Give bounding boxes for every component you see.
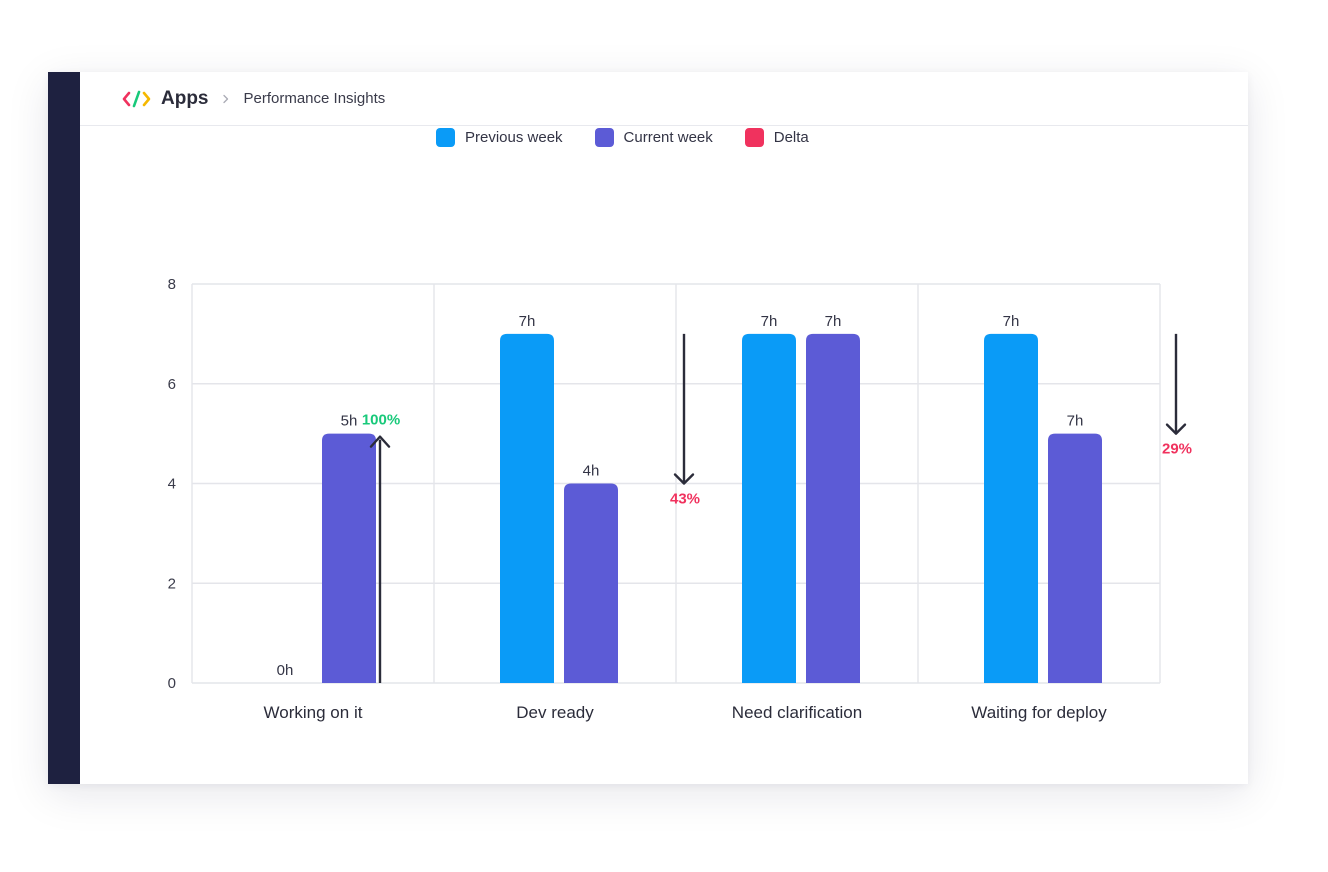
legend-swatch-delta [744, 128, 764, 147]
legend-swatch-previous [436, 128, 455, 147]
code-logo-icon [122, 90, 152, 108]
top-bar: Apps Performance Insights [80, 72, 1248, 126]
bar-current-week [1048, 433, 1102, 683]
y-tick-label: 4 [168, 476, 176, 493]
y-tick-label: 6 [168, 376, 176, 393]
legend-label: Previous week [465, 129, 563, 146]
y-tick-label: 8 [168, 276, 176, 293]
bar-previous-week [500, 333, 554, 683]
delta-arrow-head [369, 435, 391, 448]
legend-label: Current week [623, 129, 713, 146]
data-label-previous-week: 0h [277, 662, 294, 679]
legend-label: Delta [773, 129, 809, 146]
delta-label: 100% [362, 412, 400, 429]
data-label-current-week: 7h [1067, 413, 1084, 430]
bar-previous-week [742, 333, 796, 683]
bar-current-week [564, 483, 618, 683]
y-tick-label: 2 [168, 575, 176, 592]
x-category-label: Working on it [264, 703, 363, 722]
legend-item-delta[interactable]: Delta [744, 128, 809, 147]
legend-item-previous-week[interactable]: Previous week [436, 128, 563, 147]
app-window: Apps Performance Insights [48, 72, 1248, 784]
sidebar [48, 72, 80, 784]
x-category-label: Need clarification [732, 703, 862, 722]
data-label-current-week: 7h [825, 313, 842, 330]
delta-arrow-head [673, 473, 695, 485]
data-label-current-week: 5h [341, 413, 358, 430]
data-label-previous-week: 7h [761, 313, 778, 330]
chart-legend: Previous week Current week Delta [436, 128, 841, 147]
bar-current-week [806, 333, 860, 683]
delta-arrow-head [1165, 423, 1187, 435]
chevron-right-icon [221, 94, 231, 104]
legend-item-current-week[interactable]: Current week [594, 128, 713, 147]
app-title[interactable]: Apps [161, 87, 209, 109]
bar-current-week [322, 433, 376, 683]
data-label-current-week: 4h [583, 463, 600, 480]
legend-swatch-current [594, 128, 614, 147]
y-tick-label: 0 [168, 675, 176, 692]
x-category-label: Dev ready [516, 703, 594, 722]
breadcrumb-current[interactable]: Performance Insights [243, 90, 386, 107]
data-label-previous-week: 7h [519, 313, 536, 330]
x-category-label: Waiting for deploy [971, 703, 1107, 722]
delta-label: 43% [670, 491, 700, 508]
bar-previous-week [984, 333, 1038, 683]
data-label-previous-week: 7h [1003, 313, 1020, 330]
delta-label: 29% [1162, 441, 1192, 458]
